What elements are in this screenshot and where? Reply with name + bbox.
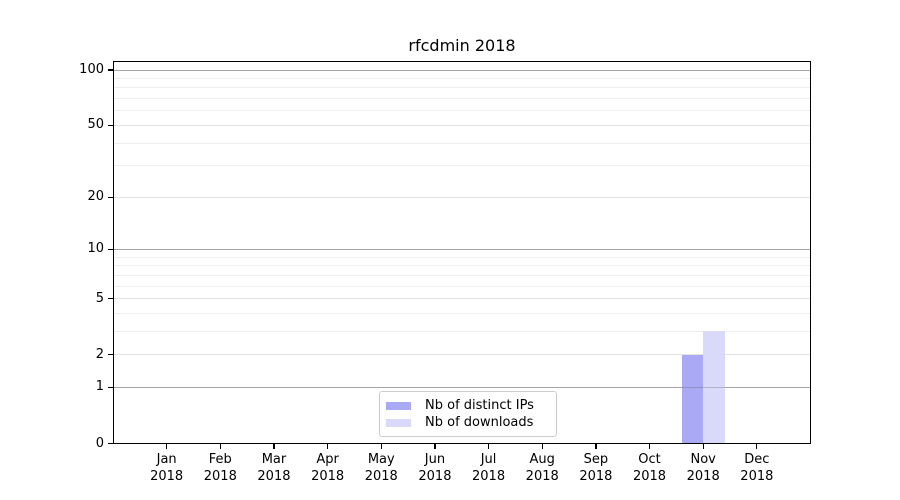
x-tick-year-jan: 2018 xyxy=(150,468,184,484)
x-tick-oct xyxy=(648,443,651,449)
y-tick-20 xyxy=(108,196,113,198)
gridline-overlay-10 xyxy=(113,248,811,250)
y-tick-label-50: 50 xyxy=(87,117,104,133)
gridline-100 xyxy=(113,69,811,71)
y-tick-50 xyxy=(108,124,113,127)
x-tick-may xyxy=(380,443,382,449)
bar-nov-distinct-ips xyxy=(681,354,704,444)
y-tick-10 xyxy=(108,248,113,251)
x-tick-year-apr: 2018 xyxy=(311,468,345,484)
legend-item-distinct-ips: Nb of distinct IPs xyxy=(386,397,548,414)
legend-label-downloads: Nb of downloads xyxy=(425,415,534,430)
y-tick-label-2: 2 xyxy=(95,346,104,362)
gridline-4 xyxy=(113,312,811,314)
gridline-70 xyxy=(113,98,811,100)
y-tick-0 xyxy=(108,442,113,445)
gridline-80 xyxy=(113,87,811,89)
y-tick-label-5: 5 xyxy=(95,290,104,306)
x-tick-jan xyxy=(166,443,168,449)
x-tick-year-dec: 2018 xyxy=(740,468,774,484)
x-tick-label-oct: Oct 2018 xyxy=(620,451,680,485)
y-tick-label-0: 0 xyxy=(95,435,104,451)
x-tick-year-nov: 2018 xyxy=(686,468,720,484)
gridline-overlay-1 xyxy=(113,386,811,388)
y-tick-label-1: 1 xyxy=(95,379,104,395)
chart-title: rfcdmin 2018 xyxy=(408,36,516,55)
gridline-6 xyxy=(113,285,811,287)
x-tick-year-aug: 2018 xyxy=(525,468,559,484)
y-tick-label-100: 100 xyxy=(79,62,104,78)
x-tick-year-jun: 2018 xyxy=(418,468,452,484)
gridline-5 xyxy=(113,298,811,300)
gridline-10 xyxy=(113,248,811,250)
gridline-1 xyxy=(113,386,811,388)
x-tick-aug xyxy=(541,443,543,449)
x-tick-label-jun: Jun 2018 xyxy=(405,451,465,485)
gridline-3 xyxy=(113,330,811,332)
legend-swatch-downloads xyxy=(386,418,411,427)
x-tick-year-feb: 2018 xyxy=(203,468,237,484)
gridline-9 xyxy=(113,256,811,258)
y-tick-label-10: 10 xyxy=(87,241,104,257)
x-tick-label-apr: Apr 2018 xyxy=(298,451,358,485)
y-tick-2 xyxy=(108,353,113,356)
gridline-2 xyxy=(113,354,811,356)
gridline-90 xyxy=(113,78,811,80)
y-tick-100 xyxy=(108,69,113,71)
y-tick-label-20: 20 xyxy=(87,189,104,205)
x-tick-year-jul: 2018 xyxy=(472,468,506,484)
x-tick-jul xyxy=(487,443,490,449)
gridline-30 xyxy=(113,165,811,167)
y-tick-5 xyxy=(108,297,113,300)
x-tick-apr xyxy=(326,443,329,449)
x-tick-sep xyxy=(595,443,597,449)
legend-swatch-distinct-ips xyxy=(386,401,411,410)
legend-label-distinct-ips: Nb of distinct IPs xyxy=(425,398,534,413)
x-tick-label-dec: Dec 2018 xyxy=(727,451,787,485)
legend-item-downloads: Nb of downloads xyxy=(386,414,548,431)
gridline-20 xyxy=(113,196,811,198)
gridline-60 xyxy=(113,110,811,112)
x-tick-nov xyxy=(702,443,704,449)
x-tick-label-mar: Mar 2018 xyxy=(244,451,304,485)
gridline-8 xyxy=(113,265,811,267)
gridline-50 xyxy=(113,124,811,126)
x-tick-mar xyxy=(273,443,275,449)
x-tick-label-feb: Feb 2018 xyxy=(190,451,250,485)
x-tick-label-jan: Jan 2018 xyxy=(137,451,197,485)
bar-nov-downloads xyxy=(703,331,725,444)
legend: Nb of distinct IPs Nb of downloads xyxy=(379,391,557,437)
gridline-40 xyxy=(113,142,811,144)
x-tick-label-sep: Sep 2018 xyxy=(566,451,626,485)
x-tick-dec xyxy=(756,443,758,449)
x-tick-jun xyxy=(434,443,436,449)
y-tick-1 xyxy=(108,386,113,389)
x-tick-label-nov: Nov 2018 xyxy=(673,451,733,485)
x-tick-label-may: May 2018 xyxy=(351,451,411,485)
x-tick-label-aug: Aug 2018 xyxy=(512,451,572,485)
x-tick-feb xyxy=(219,443,221,449)
x-tick-label-jul: Jul 2018 xyxy=(459,451,519,485)
gridline-overlay-100 xyxy=(113,69,811,71)
gridline-7 xyxy=(113,274,811,276)
x-tick-year-oct: 2018 xyxy=(632,468,667,484)
x-tick-year-mar: 2018 xyxy=(257,468,291,484)
x-tick-year-sep: 2018 xyxy=(579,468,613,484)
x-tick-year-may: 2018 xyxy=(364,468,398,484)
